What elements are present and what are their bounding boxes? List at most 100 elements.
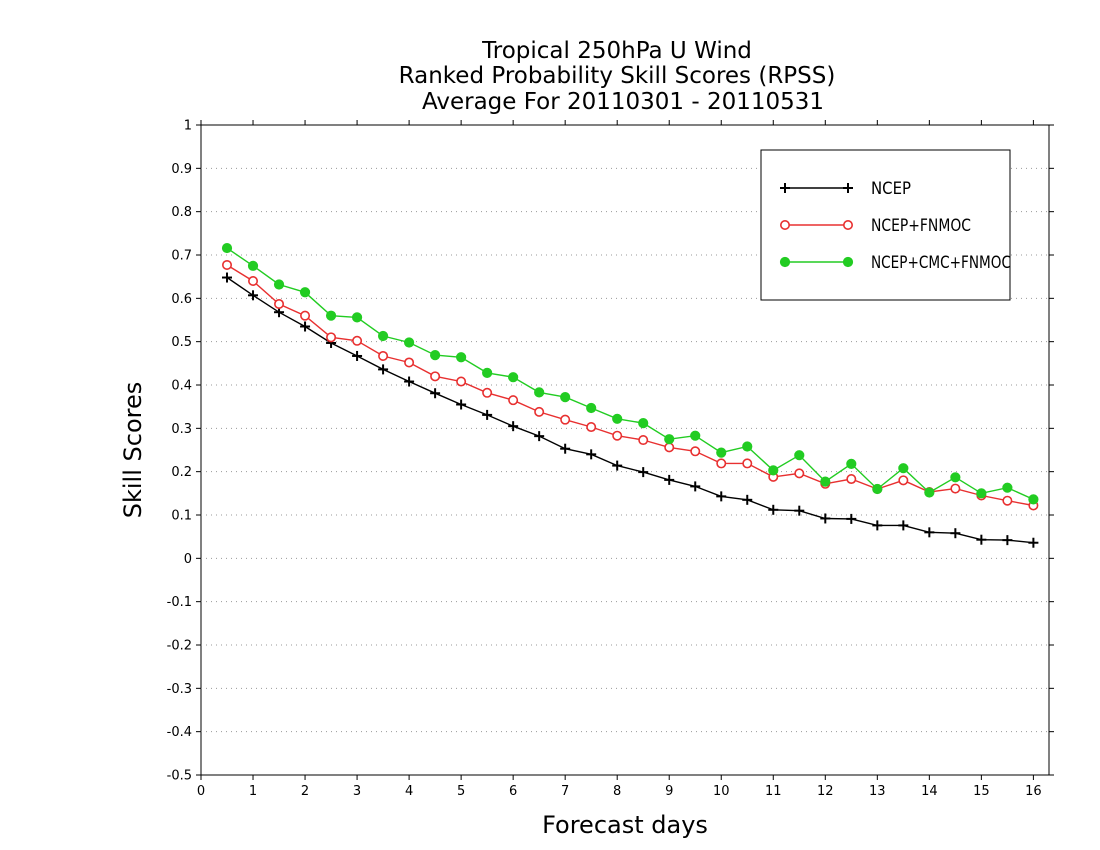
data-point bbox=[456, 399, 467, 410]
data-point bbox=[690, 430, 701, 441]
x-tick-label: 16 bbox=[1025, 784, 1042, 799]
x-axis-label: Forecast days bbox=[542, 811, 708, 839]
legend-marker bbox=[779, 220, 790, 231]
y-tick-label: 0.7 bbox=[171, 249, 192, 264]
x-tick-label: 3 bbox=[353, 784, 361, 799]
series-ncep-cmc-fnmoc bbox=[221, 242, 1039, 505]
data-point bbox=[664, 434, 675, 445]
data-point bbox=[560, 443, 571, 454]
y-tick-label: -0.5 bbox=[167, 769, 192, 784]
data-point bbox=[1002, 495, 1013, 506]
data-point bbox=[794, 505, 805, 516]
data-point bbox=[612, 413, 623, 424]
legend-item: NCEP+CMC+FNMOC bbox=[779, 253, 1011, 273]
data-point bbox=[872, 483, 883, 495]
data-point bbox=[508, 372, 519, 383]
legend-label: NCEP+CMC+FNMOC bbox=[871, 253, 1011, 273]
data-point bbox=[352, 335, 363, 346]
data-point bbox=[482, 387, 493, 398]
data-point bbox=[690, 481, 701, 492]
data-point bbox=[716, 458, 727, 469]
data-point bbox=[300, 321, 311, 332]
data-point bbox=[430, 388, 441, 399]
data-point bbox=[950, 528, 961, 539]
series-lines bbox=[221, 242, 1039, 548]
data-point bbox=[794, 468, 805, 479]
data-point bbox=[846, 474, 857, 485]
data-point bbox=[976, 534, 987, 545]
x-tick-label: 15 bbox=[973, 784, 990, 799]
data-point bbox=[742, 494, 753, 505]
data-point bbox=[273, 279, 285, 290]
data-point bbox=[222, 272, 233, 283]
legend-marker bbox=[843, 183, 853, 193]
x-tick-label: 14 bbox=[921, 784, 938, 799]
data-point bbox=[924, 487, 935, 498]
legend-marker bbox=[780, 183, 790, 193]
data-point bbox=[664, 442, 675, 453]
x-tick-label: 11 bbox=[765, 784, 782, 799]
data-point bbox=[742, 441, 753, 452]
title-line-1: Tropical 250hPa U Wind bbox=[481, 38, 752, 64]
x-tick-label: 10 bbox=[713, 784, 730, 799]
data-point bbox=[456, 352, 467, 363]
data-point bbox=[1002, 535, 1013, 546]
data-point bbox=[248, 290, 259, 301]
data-point bbox=[976, 488, 987, 499]
x-tick-label: 1 bbox=[249, 784, 257, 799]
data-point bbox=[768, 504, 779, 515]
y-tick-label: 0.6 bbox=[171, 292, 192, 307]
data-point bbox=[247, 260, 259, 271]
data-point bbox=[274, 298, 285, 309]
y-tick-label: -0.1 bbox=[167, 595, 192, 610]
y-tick-label: 0.1 bbox=[171, 509, 192, 524]
y-tick-label: 0.9 bbox=[171, 162, 192, 177]
legend-item: NCEP+FNMOC bbox=[779, 216, 971, 236]
title-line-3: Average For 20110301 - 20110531 bbox=[422, 89, 824, 115]
data-point bbox=[872, 520, 883, 531]
data-point bbox=[820, 513, 831, 524]
data-point bbox=[377, 330, 389, 342]
legend-label: NCEP bbox=[871, 179, 911, 199]
data-point bbox=[586, 449, 597, 460]
data-point bbox=[534, 387, 545, 398]
x-tick-label: 8 bbox=[613, 784, 621, 799]
y-tick-label: 0.8 bbox=[171, 205, 192, 220]
data-point bbox=[534, 406, 545, 417]
x-tick-label: 12 bbox=[817, 784, 834, 799]
series-ncep bbox=[222, 272, 1039, 548]
y-tick-label: 1 bbox=[184, 119, 192, 134]
y-tick-label: 0.5 bbox=[171, 335, 192, 350]
title-line-2: Ranked Probability Skill Scores (RPSS) bbox=[399, 63, 836, 89]
data-point bbox=[612, 460, 623, 471]
data-point bbox=[586, 422, 597, 433]
x-tick-label: 7 bbox=[561, 784, 569, 799]
data-point bbox=[898, 520, 909, 531]
x-tick-label: 0 bbox=[197, 784, 205, 799]
data-point bbox=[768, 465, 779, 476]
data-point bbox=[950, 472, 961, 483]
x-tick-label: 4 bbox=[405, 784, 413, 799]
data-point bbox=[508, 395, 519, 406]
data-point bbox=[664, 474, 675, 485]
data-point bbox=[326, 332, 337, 343]
data-point bbox=[716, 491, 727, 502]
data-point bbox=[742, 458, 753, 469]
data-point bbox=[690, 446, 701, 457]
data-point bbox=[404, 357, 415, 368]
data-point bbox=[560, 414, 571, 425]
legend-marker bbox=[779, 256, 791, 268]
x-tick-label: 9 bbox=[665, 784, 673, 799]
legend-item: NCEP bbox=[780, 179, 911, 199]
data-point bbox=[403, 337, 415, 348]
data-point bbox=[482, 367, 493, 378]
x-tick-label: 2 bbox=[301, 784, 309, 799]
data-point bbox=[1028, 537, 1039, 548]
legend-marker bbox=[842, 220, 853, 231]
data-point bbox=[638, 435, 649, 446]
data-point bbox=[1002, 482, 1013, 493]
legend-label: NCEP+FNMOC bbox=[871, 216, 971, 236]
data-point bbox=[924, 527, 935, 538]
data-point bbox=[846, 513, 857, 524]
data-point bbox=[950, 483, 961, 494]
